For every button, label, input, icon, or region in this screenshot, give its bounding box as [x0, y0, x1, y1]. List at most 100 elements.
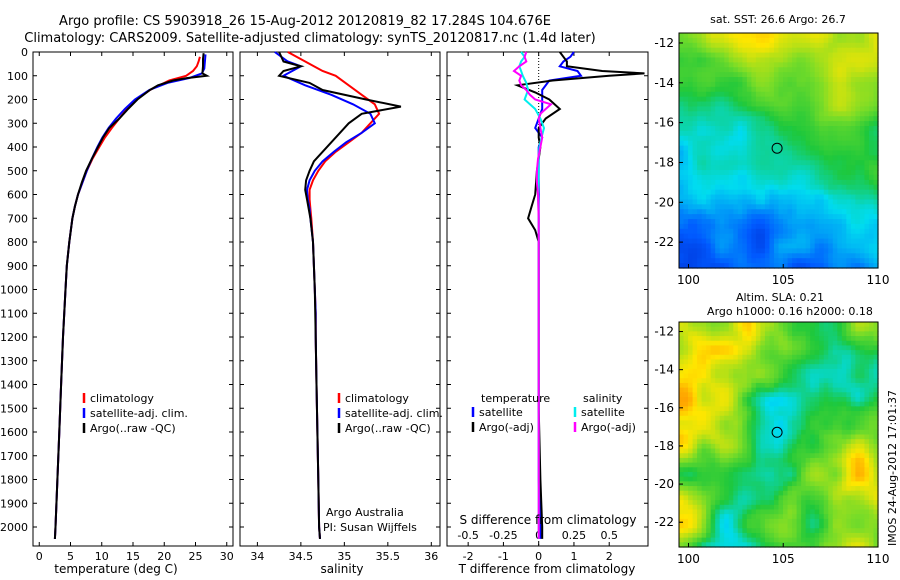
heatmap-cell [873, 443, 879, 450]
heatmap-cell [873, 233, 879, 240]
heatmap-cell [819, 340, 825, 347]
heatmap-cell [796, 486, 802, 492]
heatmap-cell [679, 47, 685, 54]
map-y-tick-label: -14 [654, 363, 674, 377]
heatmap-cell [832, 336, 838, 342]
heatmap-cell [760, 537, 766, 543]
heatmap-cell [710, 462, 716, 468]
heatmap-cell [801, 331, 807, 337]
heatmap-cell [764, 223, 771, 230]
heatmap-cell [746, 106, 752, 112]
heatmap-cell [805, 528, 811, 534]
heatmap-cell [688, 223, 694, 230]
figure-title-line2: Climatology: CARS2009. Satellite-adjuste… [24, 31, 596, 46]
heatmap-cell [787, 150, 793, 156]
heatmap-cell [769, 223, 775, 230]
heatmap-cell [850, 52, 856, 59]
heatmap-cell [837, 453, 843, 459]
heatmap-cell [751, 373, 757, 379]
heatmap-cell [837, 514, 843, 520]
heatmap-cell [819, 354, 825, 361]
heatmap-cell [692, 86, 698, 93]
heatmap-cell [769, 155, 775, 161]
heatmap-cell [859, 528, 866, 534]
heatmap-cell [810, 130, 816, 137]
heatmap-cell [850, 373, 856, 379]
heatmap-cell [796, 155, 802, 161]
heatmap-cell [764, 345, 771, 351]
heatmap-cell [796, 96, 802, 103]
heatmap-cell [706, 204, 712, 210]
heatmap-cell [742, 77, 748, 83]
heatmap-cell [710, 359, 716, 365]
heatmap-cell [728, 326, 734, 332]
heatmap-cell [832, 170, 838, 176]
heatmap-cell [746, 155, 752, 161]
heatmap-cell [778, 420, 784, 426]
heatmap-cell [746, 340, 752, 347]
heatmap-cell [787, 486, 793, 492]
heatmap-cell [783, 429, 789, 436]
heatmap-cell [755, 486, 762, 492]
heatmap-cell [688, 364, 694, 370]
heatmap-cell [805, 322, 811, 328]
heatmap-cell [728, 368, 734, 375]
heatmap-cell [746, 523, 752, 529]
heatmap-cell [805, 135, 811, 142]
heatmap-cell [801, 111, 807, 117]
heatmap-cell [679, 490, 685, 497]
heatmap-cell [733, 523, 739, 529]
heatmap-cell [783, 528, 789, 534]
heatmap-cell [864, 542, 870, 548]
heatmap-cell [688, 253, 694, 259]
heatmap-cell [742, 359, 748, 365]
heatmap-cell [873, 72, 879, 78]
heatmap-cell [746, 116, 752, 122]
heatmap-cell [837, 397, 843, 403]
heatmap-cell [778, 52, 784, 59]
heatmap-cell [819, 72, 825, 78]
heatmap-cell [783, 130, 789, 137]
heatmap-cell [801, 340, 807, 347]
heatmap-cell [679, 528, 685, 534]
heatmap-cell [724, 457, 730, 464]
heatmap-cell [769, 420, 775, 426]
heatmap-cell [701, 472, 707, 478]
heatmap-cell [742, 406, 748, 412]
heatmap-cell [697, 340, 703, 347]
heatmap-cell [751, 199, 757, 205]
heatmap-cell [837, 228, 843, 235]
heatmap-cell [719, 504, 725, 511]
heatmap-cell [823, 467, 829, 473]
heatmap-cell [737, 155, 743, 161]
heatmap-cell [859, 354, 866, 361]
heatmap-cell [846, 106, 852, 112]
heatmap-cell [683, 42, 689, 49]
heatmap-cell [855, 77, 861, 83]
heatmap-cell [742, 233, 748, 240]
heatmap-cell [837, 392, 843, 398]
heatmap-cell [796, 111, 802, 117]
heatmap-cell [873, 401, 879, 407]
heatmap-cell [728, 467, 734, 473]
heatmap-cell [719, 340, 725, 347]
heatmap-cell [819, 37, 825, 44]
heatmap-cell [810, 354, 816, 361]
heatmap-cell [832, 106, 838, 112]
heatmap-cell [855, 42, 861, 49]
heatmap-cell [783, 67, 789, 73]
heatmap-cell [692, 174, 698, 181]
heatmap-cell [692, 382, 698, 389]
heatmap-cell [873, 322, 879, 328]
heatmap-cell [697, 96, 703, 103]
heatmap-cell [760, 204, 766, 210]
heatmap-cell [832, 490, 838, 497]
heatmap-cell [679, 448, 685, 454]
heatmap-cell [688, 429, 694, 436]
heatmap-cell [832, 145, 838, 152]
heatmap-cell [697, 189, 703, 196]
heatmap-cell [787, 350, 793, 356]
heatmap-cell [864, 135, 870, 142]
heatmap-cell [855, 145, 861, 152]
heatmap-cell [850, 263, 856, 269]
